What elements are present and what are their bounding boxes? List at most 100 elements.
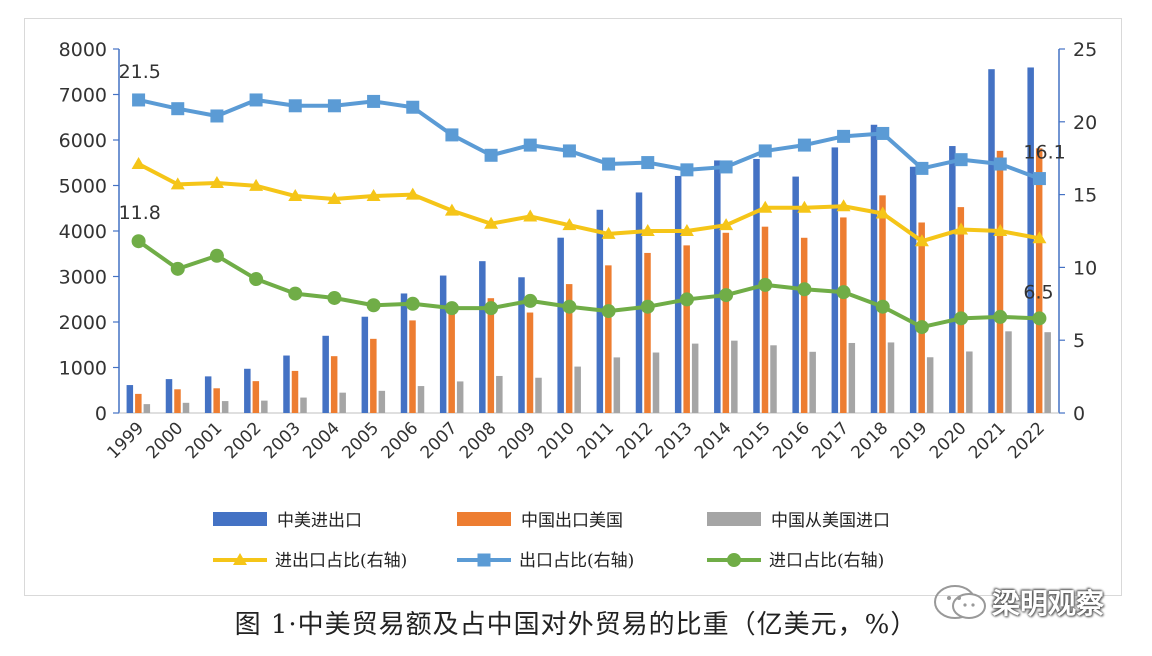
bar-export: [565, 284, 573, 413]
bar-import: [848, 342, 856, 413]
point-marker: [641, 156, 655, 170]
right-axis-tick-label: 0: [1073, 403, 1085, 425]
bar-total: [361, 316, 369, 413]
point-marker: [680, 163, 694, 177]
x-axis-tick-label: 2014: [691, 418, 736, 463]
x-axis-tick-label: 2008: [456, 418, 501, 463]
bar-import: [417, 386, 425, 413]
point-marker: [719, 160, 733, 174]
bar-import: [770, 345, 777, 413]
point-marker: [562, 144, 576, 158]
point-marker: [993, 309, 1008, 324]
point-marker: [132, 93, 146, 107]
bar-export: [957, 207, 965, 413]
point-marker: [405, 296, 420, 311]
point-marker: [1032, 311, 1047, 326]
left-axis-tick-label: 3000: [59, 267, 107, 289]
point-marker: [836, 199, 851, 212]
bar-import: [378, 390, 386, 413]
right-axis-tick-label: 20: [1073, 112, 1097, 134]
point-marker: [249, 272, 264, 287]
point-marker: [484, 301, 499, 316]
bar-total: [322, 335, 329, 413]
point-marker: [170, 177, 185, 190]
x-axis-tick-label: 2000: [143, 418, 188, 463]
bar-import: [966, 351, 973, 413]
point-marker: [131, 234, 146, 249]
bar-total: [909, 166, 917, 413]
point-marker: [562, 218, 577, 231]
point-marker: [1032, 172, 1046, 186]
bar-total: [518, 277, 525, 413]
point-marker: [367, 94, 381, 108]
x-axis-tick-label: 2020: [926, 418, 971, 463]
legend-label: 出口占比(右轴): [519, 551, 634, 571]
wechat-watermark-icon: [934, 585, 986, 619]
bar-total: [1027, 67, 1034, 414]
point-marker: [837, 129, 851, 143]
point-marker: [444, 301, 459, 316]
left-axis-tick-label: 1000: [59, 358, 107, 380]
bar-import: [574, 366, 581, 413]
point-marker: [484, 148, 498, 162]
x-axis-tick-label: 2022: [1004, 418, 1049, 463]
bar-total: [792, 176, 799, 413]
bar-export: [409, 320, 416, 413]
x-axis-tick-label: 2009: [495, 418, 540, 463]
point-marker: [288, 189, 303, 202]
right-axis-tick-label: 5: [1073, 330, 1085, 352]
legend-label: 中美进出口: [277, 511, 362, 531]
point-marker: [875, 299, 890, 314]
bar-total: [988, 69, 995, 413]
right-axis-tick-label: 25: [1073, 39, 1097, 61]
x-axis-tick-label: 2010: [534, 418, 579, 463]
legend-label: 中国从美国进口: [771, 511, 890, 531]
point-marker: [131, 157, 146, 170]
point-marker: [523, 293, 538, 308]
bar-import: [926, 357, 934, 413]
point-marker: [209, 248, 224, 263]
point-marker: [758, 277, 773, 292]
point-marker: [640, 299, 655, 314]
x-axis-tick-label: 2018: [848, 418, 893, 463]
x-axis-tick-label: 2016: [769, 418, 814, 463]
bar-import: [535, 377, 542, 413]
point-marker: [797, 282, 812, 297]
bar-export: [722, 232, 730, 413]
legend-swatch: [707, 512, 761, 526]
line-series-0: [137, 162, 1040, 244]
point-marker: [758, 200, 773, 213]
point-marker: [523, 138, 537, 152]
bar-total: [635, 192, 643, 413]
left-axis-tick-label: 7000: [59, 85, 107, 107]
x-axis-tick-label: 2015: [730, 418, 775, 463]
data-label: 6.5: [1023, 281, 1053, 303]
x-axis-tick-label: 2001: [182, 418, 227, 463]
bar-total: [439, 275, 447, 413]
x-axis-tick-label: 2017: [808, 418, 853, 463]
bar-export: [840, 217, 847, 413]
point-marker: [719, 218, 734, 231]
bar-total: [244, 368, 251, 413]
point-marker: [954, 153, 968, 167]
point-marker: [249, 93, 263, 107]
bar-export: [135, 393, 142, 413]
bar-export: [213, 388, 220, 413]
point-marker: [601, 304, 616, 319]
left-axis-tick-label: 8000: [59, 39, 107, 61]
point-marker: [445, 128, 459, 142]
point-marker: [875, 206, 890, 219]
bar-import: [731, 340, 738, 413]
left-axis-tick-label: 0: [95, 403, 107, 425]
legend-label: 中国出口美国: [521, 511, 623, 531]
point-marker: [679, 292, 694, 307]
bar-export: [1035, 148, 1043, 413]
combo-chart: 0 1000 2000 3000 4000 5000 6000 7000 8000 0 5 10 15 2…: [59, 39, 1098, 571]
point-marker: [444, 203, 459, 216]
left-axis-tick-label: 4000: [59, 221, 107, 243]
x-axis-tick-label: 2013: [652, 418, 697, 463]
chart-frame: 0 1000 2000 3000 4000 5000 6000 7000 8000 0 5 10 15 2…: [24, 18, 1122, 596]
point-marker: [640, 224, 655, 236]
point-marker: [601, 226, 616, 239]
legend-swatch: [457, 512, 511, 526]
